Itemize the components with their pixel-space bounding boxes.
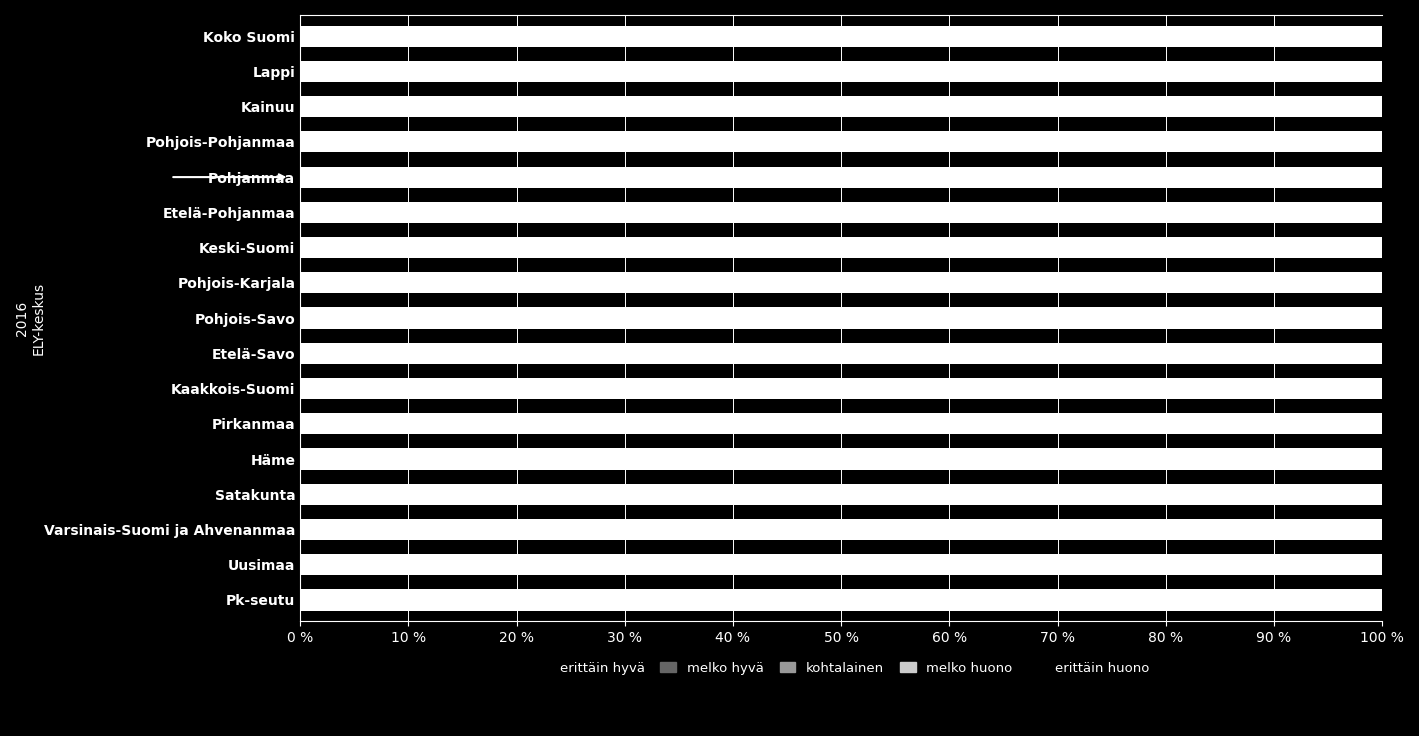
- Bar: [301, 26, 755, 46]
- Bar: [1361, 272, 1382, 294]
- Bar: [1361, 26, 1382, 46]
- Bar: [1361, 448, 1382, 470]
- Bar: [1165, 237, 1307, 258]
- Legend: erittäin hyvä, melko hyvä, kohtalainen, melko huono, erittäin huono: erittäin hyvä, melko hyvä, kohtalainen, …: [526, 655, 1155, 682]
- Bar: [1155, 272, 1307, 294]
- Bar: [301, 237, 734, 258]
- Bar: [1307, 131, 1361, 152]
- Bar: [776, 554, 1198, 576]
- Bar: [301, 448, 734, 470]
- Bar: [1155, 308, 1307, 328]
- Bar: [1361, 308, 1382, 328]
- Bar: [1165, 448, 1307, 470]
- Bar: [788, 590, 1209, 611]
- Bar: [1188, 166, 1317, 188]
- Bar: [755, 26, 1188, 46]
- Bar: [1307, 308, 1361, 328]
- Bar: [1361, 166, 1382, 188]
- Bar: [744, 202, 1176, 223]
- Bar: [734, 448, 1165, 470]
- Bar: [755, 413, 1188, 434]
- Bar: [734, 237, 1165, 258]
- Bar: [1328, 590, 1371, 611]
- Bar: [301, 519, 744, 540]
- Bar: [1317, 26, 1361, 46]
- Bar: [722, 308, 1155, 328]
- Bar: [1176, 202, 1317, 223]
- Y-axis label: 2016
ELY-keskus: 2016 ELY-keskus: [16, 281, 45, 355]
- Bar: [734, 61, 1165, 82]
- Bar: [1307, 378, 1361, 399]
- Bar: [1165, 61, 1307, 82]
- Bar: [765, 166, 1188, 188]
- Bar: [1317, 413, 1361, 434]
- Bar: [722, 484, 1165, 505]
- Bar: [722, 378, 1155, 399]
- Bar: [1361, 343, 1382, 364]
- Bar: [301, 61, 734, 82]
- Bar: [1307, 272, 1361, 294]
- Bar: [1198, 554, 1317, 576]
- Bar: [1165, 484, 1307, 505]
- Bar: [1188, 26, 1317, 46]
- Bar: [1307, 96, 1361, 117]
- Bar: [301, 554, 776, 576]
- Bar: [1361, 378, 1382, 399]
- Bar: [1317, 554, 1361, 576]
- Bar: [1188, 413, 1317, 434]
- Bar: [1361, 413, 1382, 434]
- Bar: [1361, 96, 1382, 117]
- Bar: [734, 131, 1165, 152]
- Bar: [1361, 554, 1382, 576]
- Bar: [1361, 519, 1382, 540]
- Bar: [711, 96, 1155, 117]
- Bar: [1144, 343, 1307, 364]
- Bar: [301, 308, 722, 328]
- Bar: [301, 166, 765, 188]
- Bar: [301, 378, 722, 399]
- Bar: [1361, 61, 1382, 82]
- Bar: [1176, 519, 1317, 540]
- Bar: [1317, 519, 1361, 540]
- Bar: [1371, 590, 1382, 611]
- Bar: [301, 484, 722, 505]
- Bar: [301, 413, 755, 434]
- Bar: [1361, 237, 1382, 258]
- Bar: [1155, 96, 1307, 117]
- Bar: [744, 519, 1176, 540]
- Bar: [1165, 131, 1307, 152]
- Bar: [1361, 131, 1382, 152]
- Bar: [1307, 343, 1361, 364]
- Bar: [301, 131, 734, 152]
- Bar: [301, 343, 701, 364]
- Bar: [1307, 237, 1361, 258]
- Bar: [301, 96, 711, 117]
- Bar: [1307, 448, 1361, 470]
- Bar: [1317, 166, 1361, 188]
- Bar: [701, 343, 1144, 364]
- Bar: [1307, 61, 1361, 82]
- Bar: [301, 590, 788, 611]
- Bar: [1209, 590, 1328, 611]
- Bar: [1361, 484, 1382, 505]
- Bar: [1155, 378, 1307, 399]
- Bar: [1317, 202, 1361, 223]
- Bar: [301, 272, 711, 294]
- Bar: [1361, 202, 1382, 223]
- Bar: [1307, 484, 1361, 505]
- Bar: [301, 202, 744, 223]
- Bar: [711, 272, 1155, 294]
